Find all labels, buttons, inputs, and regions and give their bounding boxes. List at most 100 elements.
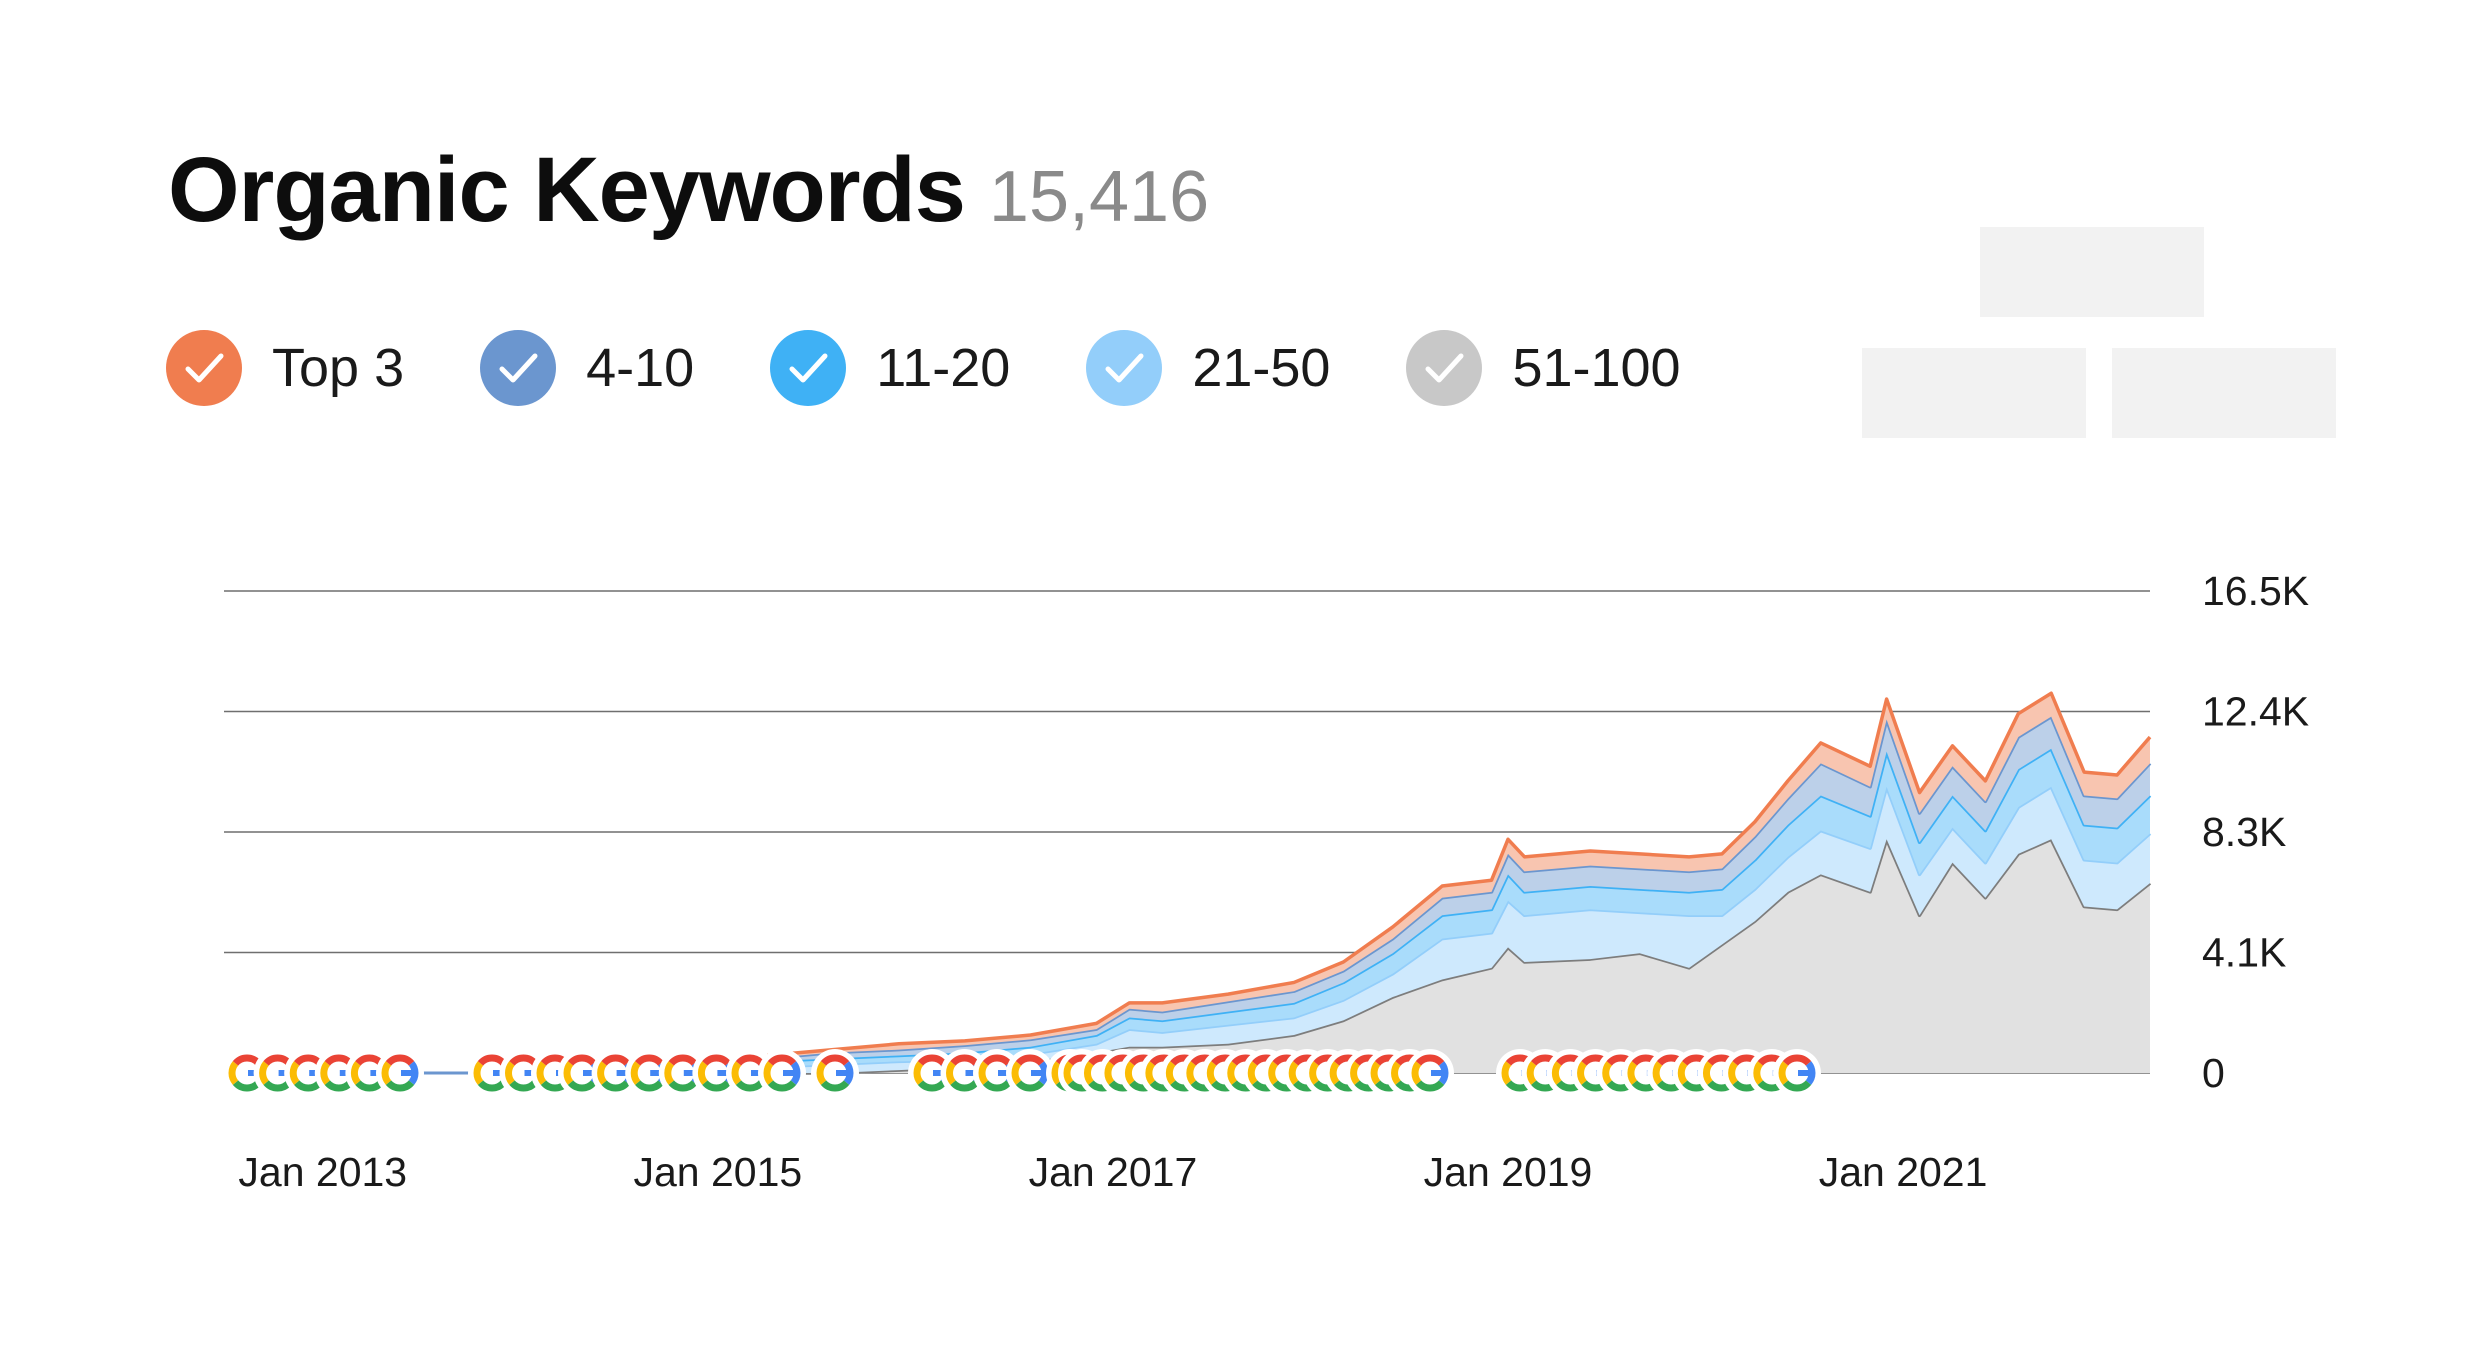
area-21-50 [767,786,2151,1073]
x-tick-label: Jan 2017 [1029,1149,1198,1195]
google-icon-arc [1145,1061,1156,1085]
y-tick-label: 4.1K [2202,930,2286,976]
google-icon-arc [982,1054,1012,1066]
google-icon [758,1049,806,1097]
google-icon [1006,1049,1054,1097]
google-icon-arc [1728,1061,1739,1085]
area-4-10 [767,716,2151,1062]
google-icon-arc [536,1061,547,1085]
google-icon-arc [1551,1061,1562,1085]
google-icon [376,1049,424,1097]
check-icon [770,330,847,406]
legend-item-4-10[interactable]: 4-10 [480,330,694,406]
legend-item-11-20[interactable]: 11-20 [770,330,1010,406]
google-icon-arc [664,1061,675,1085]
google-icon-arc [1350,1061,1360,1085]
google-icon-arc [767,1054,797,1066]
google-icon-arc [1411,1061,1422,1085]
legend-item-51-100[interactable]: 51-100 [1406,330,1681,406]
google-icon-arc [668,1080,697,1092]
google-icon [1406,1049,1454,1097]
google-icon-arc [731,1061,742,1085]
google-icon-arc [735,1080,765,1092]
y-tick-label: 0 [2202,1050,2225,1096]
google-icon-arc [1577,1061,1587,1085]
google-icon-arc [385,1054,415,1066]
keyword-count: 15,416 [988,157,1210,237]
google-icon-arc [978,1061,989,1085]
area-51-100 [767,839,2151,1073]
google-icon-arc [1063,1061,1074,1085]
google-icon-arc [1015,1080,1045,1092]
google-icon-arc [320,1061,331,1085]
google-icon-arc [735,1054,765,1066]
google-icon-arc [473,1061,484,1085]
y-tick-label: 8.3K [2202,809,2286,855]
google-icon [1773,1049,1821,1097]
google-icon-arc [259,1061,269,1085]
google-icon-arc [697,1061,708,1085]
x-tick-label: Jan 2013 [238,1149,407,1195]
google-icon-arc [1124,1061,1135,1085]
area-11-20 [767,748,2151,1068]
google-icon-arc [917,1080,947,1092]
google-icon-arc [350,1061,361,1085]
google-update-markers [223,1049,1821,1097]
google-icon-arc [1329,1061,1340,1085]
google-icon-arc [1288,1061,1299,1085]
google-icon-arc [1206,1061,1217,1085]
google-icon-arc [1782,1080,1812,1092]
legend-label: 21-50 [1192,338,1331,398]
google-icon-arc [1247,1061,1258,1085]
google-icon-arc [505,1061,515,1085]
google-icon-arc [1084,1061,1094,1085]
google-icon-arc [1104,1061,1115,1085]
google-icon-arc [601,1054,630,1066]
google-icon-arc [816,1061,827,1085]
placeholder-control[interactable] [1980,227,2204,317]
google-icon [558,1049,606,1097]
google-icon [658,1049,707,1097]
google-icon-arc [563,1061,574,1085]
google-icon-arc [1782,1054,1812,1066]
google-icon-arc [982,1080,1012,1092]
google-icon-arc [1051,1061,1062,1085]
legend-item-top-3[interactable]: Top 3 [166,330,404,406]
google-icon-arc [630,1061,641,1085]
google-icon-arc [635,1080,664,1092]
google-icon-arc [597,1061,607,1085]
legend-label: 51-100 [1512,338,1681,398]
google-icon-arc [1309,1061,1320,1085]
google-icon [811,1049,859,1097]
google-icon-arc [1652,1061,1663,1085]
placeholder-control[interactable] [1862,348,2086,438]
google-icon-arc [1227,1061,1238,1085]
google-icon-arc [668,1054,697,1066]
google-icon-arc [509,1080,538,1092]
google-icon-arc [1602,1061,1613,1085]
google-icon-arc [820,1054,850,1066]
google-icon-arc [1415,1080,1445,1092]
google-icon-arc [1778,1061,1789,1085]
x-tick-label: Jan 2019 [1424,1149,1593,1195]
google-icon-arc [385,1080,415,1092]
google-icon-arc [381,1061,392,1085]
x-tick-label: Jan 2015 [633,1149,802,1195]
google-icon-arc [1753,1061,1764,1085]
google-icon-arc [477,1080,507,1092]
legend-item-21-50[interactable]: 21-50 [1086,330,1330,406]
google-icon-arc [1165,1061,1176,1085]
legend-label: 4-10 [586,338,695,398]
y-tick-label: 12.4K [2202,689,2309,735]
google-icon-arc [950,1054,979,1066]
google-icon-arc [601,1080,630,1092]
google-icon-arc [917,1054,947,1066]
google-icon-arc [1526,1061,1537,1085]
x-tick-label: Jan 2021 [1819,1149,1988,1195]
google-icon-arc [1268,1061,1279,1085]
placeholder-control[interactable] [2112,348,2336,438]
google-icon-arc [1015,1054,1045,1066]
google-icon-arc [767,1080,797,1092]
google-icon-arc [509,1054,538,1066]
legend: Top 3 4-10 11-20 21-50 51-100 [166,330,1757,406]
